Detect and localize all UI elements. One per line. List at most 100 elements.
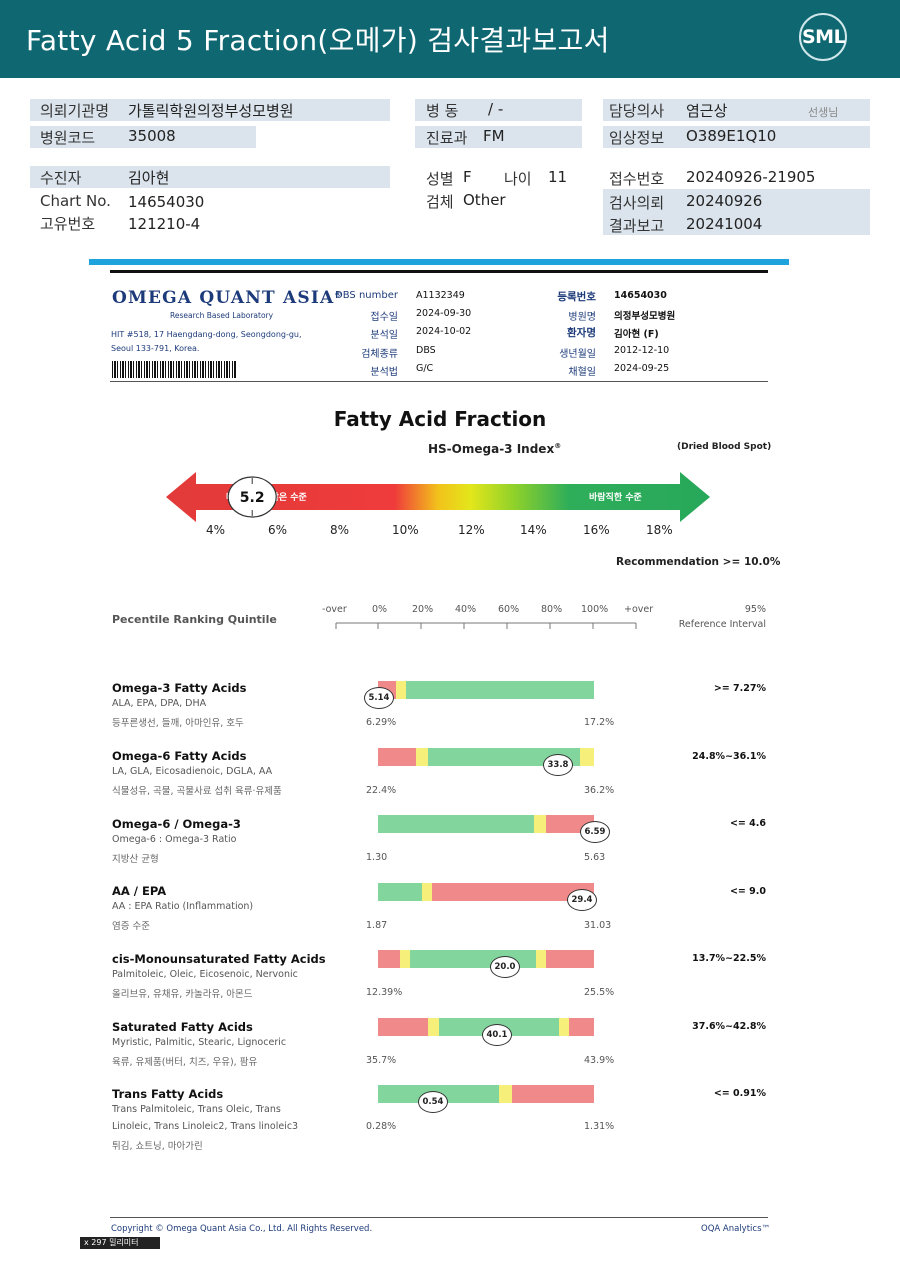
logo-ring-icon — [799, 13, 847, 61]
result-components: Omega-6 : Omega-3 Ratio — [112, 834, 237, 845]
row-bg — [30, 126, 256, 148]
hospital-code-label: 병원코드 — [40, 129, 96, 147]
bar-zone-border — [400, 950, 410, 968]
scale-label: 20% — [412, 604, 434, 615]
sample-type-label: 검체종류 — [361, 349, 398, 360]
requesting-org-label: 의뢰기관명 — [40, 102, 110, 120]
scale-label: 40% — [455, 604, 477, 615]
tick-label: 6% — [268, 523, 288, 537]
row-bg — [415, 99, 582, 121]
result-label: 결과보고 — [609, 217, 665, 235]
range-max: 31.03 — [584, 920, 612, 931]
report-title: Fatty Acid 5 Fraction(오메가) 검사결과보고서 — [26, 24, 610, 57]
hospital: 의정부성모병원 — [614, 311, 676, 322]
bar-zone-optimal — [378, 815, 534, 833]
result-food-sources: 튀김, 쇼트닝, 마아가린 — [112, 1141, 203, 1152]
sml-logo: SML — [796, 13, 850, 67]
result-components: AA : EPA Ratio (Inflammation) — [112, 901, 254, 912]
value-bubble: 20.0 — [490, 956, 520, 978]
ref-title: 95% — [744, 604, 766, 615]
page-size-stub: x 297 밀리미터 — [80, 1237, 160, 1249]
bar-zone-low — [378, 950, 400, 968]
reg-no-label: 등록번호 — [557, 291, 596, 303]
chart-label: Chart No. — [40, 192, 111, 210]
chart-no: 14654030 — [128, 193, 205, 211]
range-max: 1.31% — [584, 1121, 615, 1132]
ward: / - — [488, 100, 504, 118]
unique-no: 121210-4 — [128, 215, 201, 233]
reference-interval: <= 4.6 — [729, 818, 766, 829]
result-bar — [378, 950, 594, 968]
result-food-sources: 염증 수준 — [112, 921, 150, 932]
row-bg — [415, 126, 582, 148]
reference-interval: 24.8%~36.1% — [692, 751, 766, 762]
result-components: ALA, EPA, DPA, DHA — [112, 698, 207, 709]
tick-label: 10% — [392, 523, 419, 537]
scale-label: 80% — [541, 604, 563, 615]
result-components: Linoleic, Trans Linoleic2, Trans linolei… — [112, 1121, 299, 1132]
section-title: Fatty Acid Fraction — [333, 407, 547, 431]
bar-zone-border — [396, 681, 406, 699]
method-label: 분석법 — [370, 367, 398, 378]
hospital-label: 병원명 — [568, 312, 596, 323]
dept-label: 진료과 — [426, 129, 468, 147]
bar-zone-border — [428, 1018, 439, 1036]
collected-label: 채혈일 — [568, 367, 596, 378]
doctor: 염근상 — [686, 102, 728, 120]
tick-label: 8% — [330, 523, 350, 537]
age: 11 — [548, 168, 568, 186]
receipt-no: 20240926-21905 — [686, 168, 816, 186]
index-title: HS-Omega-3 Index® — [428, 442, 562, 456]
request-label: 검사의뢰 — [609, 194, 665, 212]
bar-zone-high — [546, 950, 594, 968]
request-date: 20240926 — [686, 192, 763, 210]
reg-no: 14654030 — [614, 290, 667, 301]
requesting-org: 가톨릭학원의정부성모병원 — [128, 102, 294, 120]
index-arrow: 바람직하지 않은 수준 바람직한 수준 5.2 — [166, 472, 710, 522]
range-max: 36.2% — [584, 785, 615, 796]
bar-zone-optimal — [378, 883, 422, 901]
scale-label: -over — [322, 604, 347, 615]
bar-zone-border — [534, 815, 546, 833]
ward-label: 병 동 — [426, 102, 459, 120]
lab-tagline: Research Based Laboratory — [170, 311, 274, 320]
receipt-label: 접수번호 — [609, 170, 665, 188]
row-bg — [603, 99, 870, 121]
patient-name: 김아현 — [128, 169, 170, 187]
result-food-sources: 올리브유, 유채유, 카놀라유, 아몬드 — [112, 989, 253, 1000]
reference-interval: <= 0.91% — [713, 1088, 766, 1099]
percentile-label: Pecentile Ranking Quintile — [112, 613, 277, 626]
meta-patient: 김아현 (F) — [614, 329, 659, 340]
received-label: 접수일 — [370, 312, 398, 323]
range-min: 12.39% — [366, 987, 403, 998]
value-bubble: 0.54 — [418, 1091, 448, 1113]
method: G/C — [416, 363, 434, 374]
ref-title: Reference Interval — [678, 619, 766, 630]
bar-zone-border — [559, 1018, 569, 1036]
dbs-number: A1132349 — [416, 290, 465, 301]
hospital-code: 35008 — [128, 127, 176, 145]
range-max: 43.9% — [584, 1055, 615, 1066]
index-bubble — [227, 476, 277, 518]
result-bar — [378, 815, 594, 833]
range-min: 35.7% — [366, 1055, 397, 1066]
bar-zone-border — [536, 950, 546, 968]
range-max: 25.5% — [584, 987, 615, 998]
barcode — [112, 361, 236, 378]
result-name: Omega-6 Fatty Acids — [112, 749, 247, 763]
unique-label: 고유번호 — [40, 215, 96, 233]
sample-note: (Dried Blood Spot) — [677, 442, 772, 452]
result-name: Omega-6 / Omega-3 — [112, 817, 241, 831]
index-value: 5.2 — [240, 490, 265, 506]
copyright: Copyright © Omega Quant Asia Co., Ltd. A… — [111, 1224, 373, 1234]
bar-zone-high — [432, 883, 594, 901]
value-bubble: 29.4 — [567, 889, 597, 911]
result-bar — [378, 681, 594, 699]
bar-zone-border — [422, 883, 432, 901]
footer-brand: OQA Analytics™ — [701, 1224, 770, 1234]
age-label: 나이 — [504, 170, 532, 188]
row-bg — [603, 126, 870, 148]
lab-address: Seoul 133-791, Korea. — [111, 344, 200, 353]
bar-zone-low — [378, 748, 416, 766]
tick-label: 12% — [458, 523, 485, 537]
